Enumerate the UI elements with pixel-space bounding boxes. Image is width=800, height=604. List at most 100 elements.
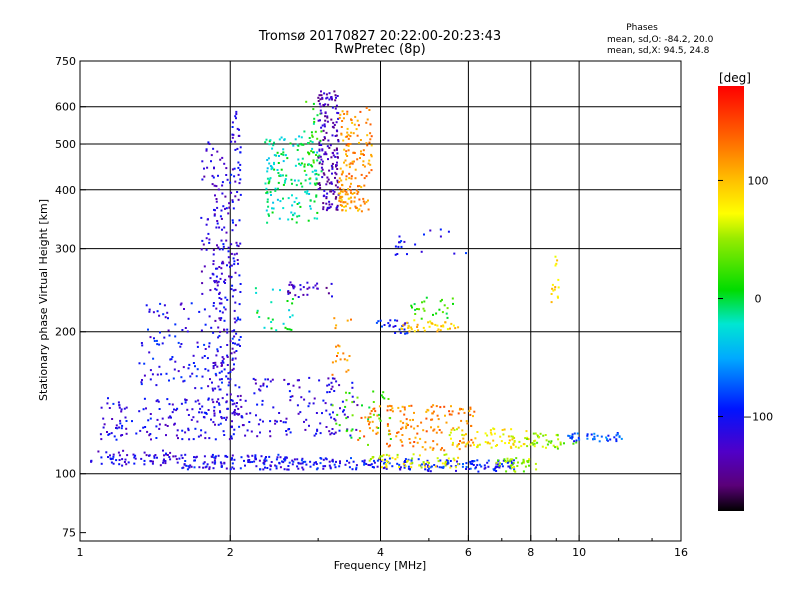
data-point bbox=[369, 458, 372, 460]
data-point bbox=[117, 401, 120, 404]
data-point bbox=[271, 318, 274, 321]
data-point bbox=[213, 459, 216, 462]
data-point bbox=[342, 117, 345, 120]
data-point bbox=[239, 394, 242, 397]
data-point bbox=[230, 458, 233, 461]
data-point bbox=[471, 460, 474, 463]
data-point bbox=[267, 182, 270, 185]
data-point bbox=[189, 464, 192, 467]
data-point bbox=[221, 356, 224, 359]
data-point bbox=[265, 187, 268, 190]
data-point bbox=[512, 437, 515, 440]
data-point bbox=[173, 423, 176, 426]
data-point bbox=[342, 352, 345, 355]
data-point bbox=[465, 466, 468, 468]
data-point bbox=[420, 317, 423, 320]
data-point bbox=[445, 459, 448, 462]
data-point bbox=[218, 293, 221, 295]
data-point bbox=[368, 423, 370, 426]
data-point bbox=[324, 465, 327, 468]
data-point bbox=[153, 340, 156, 342]
chart-title: Tromsø 20170827 20:22:00-20:23:43 bbox=[258, 29, 501, 44]
data-point bbox=[569, 436, 572, 439]
data-point bbox=[154, 454, 157, 456]
data-point bbox=[338, 429, 341, 432]
data-point bbox=[174, 335, 177, 338]
data-point bbox=[230, 252, 233, 255]
data-point bbox=[218, 388, 221, 391]
data-point bbox=[439, 235, 442, 238]
data-point bbox=[231, 121, 234, 124]
data-point bbox=[367, 464, 370, 466]
data-point bbox=[432, 404, 435, 407]
data-point bbox=[413, 303, 416, 306]
data-point bbox=[294, 164, 297, 167]
data-point bbox=[320, 90, 322, 93]
data-point bbox=[339, 195, 342, 198]
data-point bbox=[239, 467, 242, 470]
data-point bbox=[442, 466, 445, 469]
y-tick-label: 300 bbox=[55, 243, 76, 256]
data-point bbox=[347, 369, 350, 372]
data-point bbox=[216, 150, 219, 153]
data-point bbox=[350, 131, 353, 134]
data-point bbox=[442, 324, 445, 327]
data-point bbox=[410, 425, 413, 428]
data-point bbox=[318, 102, 321, 105]
data-point bbox=[349, 189, 352, 192]
data-point bbox=[553, 288, 556, 291]
data-point bbox=[384, 463, 387, 466]
data-point bbox=[169, 458, 172, 461]
data-point bbox=[235, 110, 238, 113]
data-point bbox=[266, 385, 268, 388]
data-point bbox=[391, 456, 394, 459]
data-point bbox=[387, 461, 390, 464]
data-point bbox=[378, 417, 381, 420]
data-point bbox=[322, 458, 325, 461]
data-point bbox=[509, 467, 512, 470]
data-point bbox=[109, 454, 111, 457]
data-point bbox=[147, 419, 150, 422]
data-point bbox=[156, 418, 159, 421]
data-point bbox=[289, 291, 291, 294]
data-point bbox=[180, 302, 183, 305]
data-point bbox=[362, 149, 365, 152]
data-point bbox=[578, 438, 581, 441]
data-point bbox=[268, 455, 271, 458]
data-point bbox=[300, 143, 303, 146]
data-point bbox=[226, 298, 229, 301]
data-point bbox=[303, 163, 306, 166]
data-point bbox=[272, 406, 275, 409]
data-point bbox=[348, 392, 351, 395]
data-point bbox=[448, 434, 451, 437]
data-point bbox=[208, 315, 211, 318]
data-point bbox=[335, 129, 338, 132]
data-point bbox=[432, 447, 435, 450]
data-point bbox=[286, 328, 289, 331]
data-point bbox=[559, 441, 562, 444]
data-point bbox=[220, 417, 223, 420]
data-point bbox=[311, 135, 314, 138]
data-point bbox=[486, 461, 489, 464]
data-point bbox=[445, 312, 448, 315]
data-point bbox=[112, 455, 115, 458]
data-point bbox=[311, 134, 314, 137]
data-point bbox=[410, 459, 413, 462]
data-point bbox=[302, 286, 305, 289]
data-point bbox=[397, 431, 400, 434]
data-point bbox=[421, 463, 423, 466]
data-point bbox=[276, 420, 278, 423]
data-point bbox=[381, 459, 384, 461]
data-point bbox=[291, 463, 294, 466]
data-point bbox=[221, 260, 224, 263]
data-point bbox=[277, 181, 280, 184]
data-point bbox=[166, 425, 169, 427]
data-point bbox=[328, 182, 331, 185]
data-point bbox=[403, 323, 406, 326]
data-point bbox=[501, 463, 503, 466]
data-point bbox=[300, 459, 303, 462]
data-point bbox=[233, 253, 236, 256]
data-point bbox=[384, 458, 387, 461]
data-point bbox=[369, 123, 372, 126]
data-point bbox=[297, 144, 300, 147]
